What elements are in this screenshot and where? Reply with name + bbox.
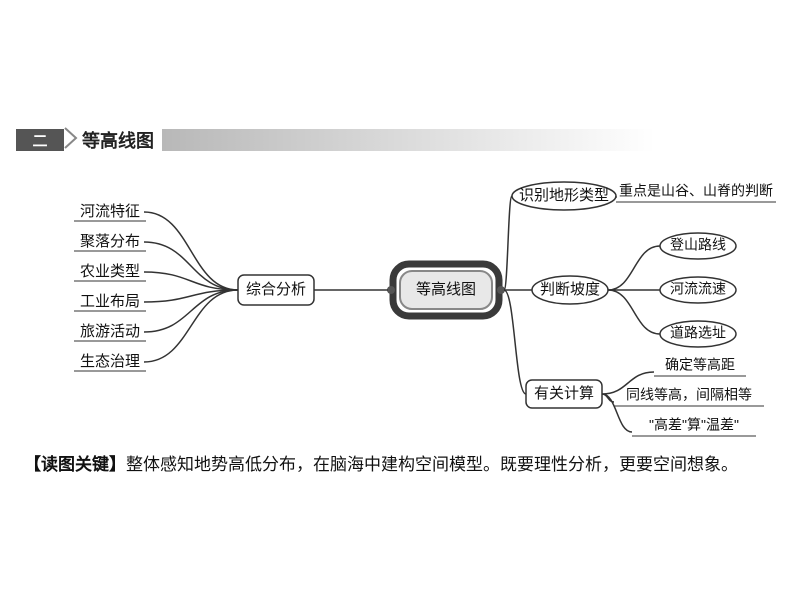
edge: [144, 212, 238, 290]
node-label: 工业布局: [80, 293, 140, 310]
edge: [608, 290, 660, 334]
node-label: 等高线图: [416, 280, 476, 298]
node-label: 生态治理: [80, 353, 140, 370]
node-label: 聚落分布: [80, 233, 140, 250]
node-label: 判断坡度: [540, 281, 600, 298]
node-label: 同线等高，间隔相等: [626, 387, 752, 403]
node-label: "高差"算"温差": [649, 417, 739, 433]
chevron-right-icon: [64, 127, 78, 154]
node-label: 确定等高距: [665, 357, 735, 373]
edge: [608, 246, 660, 290]
header-gradient-bar: [162, 129, 778, 151]
edge: [504, 196, 512, 290]
footer-note: 【读图关键】整体感知地势高低分布，在脑海中建构空间模型。既要理性分析，更要空间想…: [24, 450, 738, 475]
section-number-badge: 二: [16, 129, 64, 151]
edge: [144, 242, 238, 290]
footer-text: 整体感知地势高低分布，在脑海中建构空间模型。既要理性分析，更要空间想象。: [126, 455, 738, 474]
node-label: 有关计算: [534, 384, 594, 402]
node-label: 重点是山谷、山脊的判断: [619, 183, 773, 199]
edge: [144, 290, 238, 362]
node-label: 综合分析: [246, 281, 306, 298]
node-label: 河流流速: [670, 281, 726, 297]
node-label: 识别地形类型: [519, 187, 609, 204]
node-label: 河流特征: [80, 203, 140, 220]
edge: [504, 290, 526, 394]
mindmap-diagram: 等高线图 综合分析 河流特征聚落分布农业类型工业布局旅游活动生态治理 识别地形类型重点…: [16, 160, 778, 440]
section-header: 二 等高线图: [16, 128, 778, 152]
footer-key-label: 【读图关键】: [24, 455, 126, 474]
node-label: 农业类型: [80, 263, 140, 280]
section-number: 二: [32, 130, 47, 151]
section-title: 等高线图: [82, 127, 154, 153]
node-label: 登山路线: [670, 237, 726, 253]
node-label: 旅游活动: [80, 323, 140, 340]
node-label: 道路选址: [670, 325, 726, 341]
